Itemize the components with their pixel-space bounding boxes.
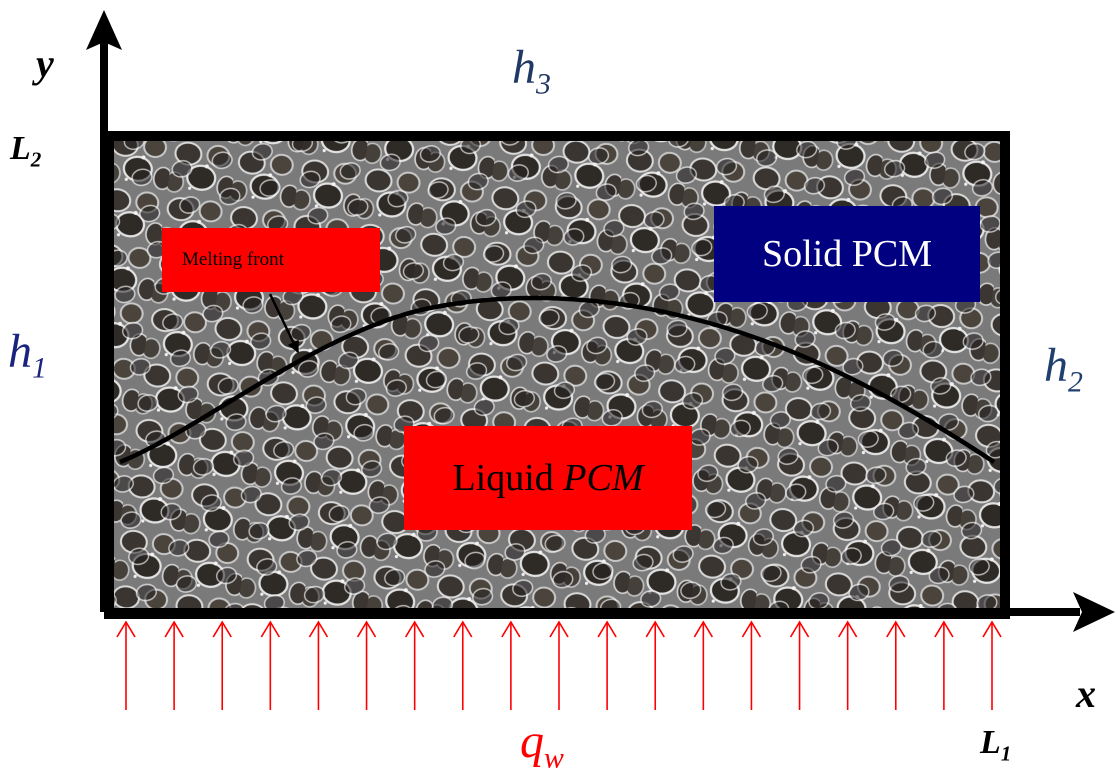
heat-flux-arrowhead-icon bbox=[404, 620, 425, 638]
left-boundary-h1: h1 bbox=[8, 328, 47, 383]
right-boundary-h2: h2 bbox=[1044, 342, 1083, 397]
liquid-pcm-label: Liquid PCM bbox=[404, 426, 692, 530]
heat-flux-arrowhead-icon bbox=[741, 620, 762, 638]
h3-base: h bbox=[512, 41, 536, 94]
l1-base: L bbox=[980, 724, 1001, 761]
l1-subscript: 1 bbox=[1000, 741, 1012, 766]
heat-flux-arrowhead-icon bbox=[789, 620, 810, 638]
h2-subscript: 2 bbox=[1068, 365, 1083, 399]
x-axis-label: x bbox=[1076, 671, 1096, 716]
top-boundary-h3: h3 bbox=[512, 44, 551, 99]
h2-base: h bbox=[1044, 339, 1068, 392]
heat-flux-arrowhead-icon bbox=[549, 620, 569, 638]
liquid-pcm-prefix: Liquid bbox=[452, 457, 564, 499]
heat-flux-arrowhead-icon bbox=[934, 620, 954, 638]
l2-subscript: 2 bbox=[30, 147, 42, 172]
l2-base: L bbox=[10, 130, 31, 167]
heat-flux-arrowhead-icon bbox=[982, 620, 1002, 638]
heat-flux-arrowhead-icon bbox=[260, 620, 281, 638]
heat-flux-arrowhead-icon bbox=[356, 620, 377, 638]
melting-front-pointer bbox=[268, 293, 300, 354]
qw-base: q bbox=[520, 715, 544, 768]
qw-subscript: w bbox=[544, 741, 564, 774]
heat-flux-arrowhead-icon bbox=[164, 620, 184, 638]
x-axis-arrowhead-icon bbox=[1073, 592, 1115, 632]
heat-flux-arrowhead-icon bbox=[886, 620, 906, 638]
heat-flux-arrowhead-icon bbox=[308, 620, 329, 638]
h1-subscript: 1 bbox=[32, 351, 47, 385]
heat-flux-arrows bbox=[116, 620, 1002, 710]
heat-flux-arrowhead-icon bbox=[837, 620, 858, 638]
y-axis-label: y bbox=[36, 41, 54, 86]
heat-flux-arrowhead-icon bbox=[597, 620, 617, 638]
width-label-l1: L1 bbox=[980, 726, 1011, 764]
melting-front-curve bbox=[119, 295, 996, 465]
solid-pcm-label: Solid PCM bbox=[714, 206, 980, 302]
bottom-heat-flux-qw: qw bbox=[520, 718, 564, 773]
heat-flux-arrowhead-icon bbox=[501, 620, 521, 638]
y-axis-arrowhead-icon bbox=[86, 10, 122, 50]
heat-flux-arrowhead-icon bbox=[116, 620, 136, 638]
liquid-pcm-italic: PCM bbox=[563, 457, 644, 499]
heat-flux-arrowhead-icon bbox=[693, 620, 714, 638]
heat-flux-arrowhead-icon bbox=[453, 620, 473, 638]
height-label-l2: L2 bbox=[10, 132, 41, 170]
heat-flux-arrowhead-icon bbox=[645, 620, 665, 638]
h1-base: h bbox=[8, 325, 32, 378]
melting-front-label: Melting front bbox=[162, 228, 380, 292]
heat-flux-arrowhead-icon bbox=[212, 620, 232, 638]
h3-subscript: 3 bbox=[536, 67, 551, 101]
